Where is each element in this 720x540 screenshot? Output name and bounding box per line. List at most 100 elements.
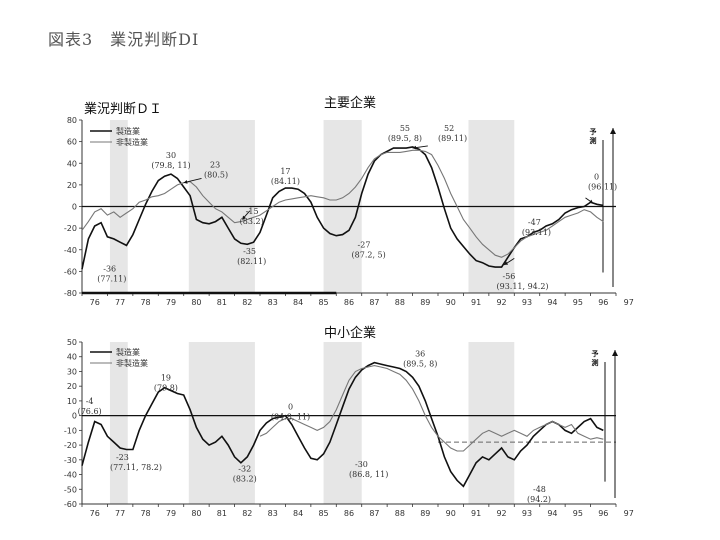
annotation-date: (83.2): [240, 217, 264, 226]
y-tick-label: 30: [67, 367, 77, 376]
y-tick-label: 40: [67, 159, 77, 168]
annotation-date: (77.11, 78.2): [110, 463, 162, 472]
annotation-date: (89.11): [438, 134, 467, 143]
figure-title: 図表3 業況判断DI: [48, 30, 200, 49]
x-tick-label: 89: [420, 298, 430, 307]
forecast-label: 測: [592, 358, 599, 367]
legend-entry: 製造業: [116, 126, 140, 136]
annotation-value: 36: [415, 350, 425, 359]
legend-entry: 製造業: [116, 347, 140, 357]
x-tick-label: 78: [140, 509, 150, 518]
annotation-value: -35: [243, 247, 256, 256]
annotation-value: -56: [502, 272, 515, 281]
series-line-non-manufacturing: [259, 365, 604, 452]
shaded-period: [323, 342, 362, 504]
x-tick-label: 90: [446, 509, 456, 518]
y-tick-label: -20: [64, 441, 77, 450]
shaded-period: [468, 342, 515, 504]
annotation-arrow-head: [589, 199, 594, 204]
annotation-date: (83.2): [233, 475, 257, 484]
x-tick-label: 82: [242, 509, 252, 518]
annotation-date: (89.5, 8): [403, 360, 437, 369]
forecast-label: 測: [590, 136, 597, 145]
x-tick-label: 92: [496, 298, 506, 307]
x-tick-label: 91: [471, 298, 481, 307]
annotation-date: (84.11): [271, 177, 300, 186]
y-tick-label: 20: [67, 382, 77, 391]
annotation-arrow-head: [412, 145, 417, 150]
annotation-arrow-head: [183, 180, 188, 184]
legend-entry: 非製造業: [116, 358, 148, 368]
forecast-label: 予: [592, 350, 599, 358]
annotation-date: (94.2): [527, 495, 551, 504]
y-tick-label: 80: [67, 116, 77, 125]
annotation-date: (89.5, 8): [388, 134, 422, 143]
y-tick-label: -10: [64, 426, 77, 435]
annotation-value: 55: [400, 124, 410, 133]
x-tick-label: 95: [573, 298, 583, 307]
series-line-non-manufacturing: [81, 149, 604, 258]
y-axis-label: 業況判断ＤＩ: [84, 101, 162, 117]
annotation-value: -15: [246, 207, 259, 216]
x-tick-label: 79: [166, 298, 176, 307]
x-tick-label: 77: [115, 509, 125, 518]
forecast-label: 予: [590, 128, 597, 136]
x-tick-label: 87: [369, 298, 379, 307]
annotation-date: (93.11, 94.2): [496, 282, 548, 291]
x-tick-label: 76: [90, 509, 100, 518]
x-tick-label: 97: [624, 298, 634, 307]
x-tick-label: 94: [547, 509, 557, 518]
annotation-value: -48: [533, 485, 546, 494]
annotation-value: 0: [594, 172, 599, 181]
x-tick-label: 88: [395, 298, 405, 307]
annotation-value: -47: [528, 218, 541, 227]
annotation-date: (86.8, 11): [349, 470, 388, 479]
chart-title: 中小企業: [324, 325, 376, 341]
x-tick-label: 92: [496, 509, 506, 518]
x-tick-label: 82: [242, 298, 252, 307]
annotation-value: -23: [116, 453, 129, 462]
x-tick-label: 95: [573, 509, 583, 518]
legend-entry: 非製造業: [116, 137, 148, 147]
x-tick-label: 88: [395, 509, 405, 518]
annotation-date: (80.5): [204, 171, 228, 180]
x-tick-label: 81: [217, 298, 227, 307]
x-tick-label: 83: [268, 509, 278, 518]
x-tick-label: 79: [166, 509, 176, 518]
x-tick-label: 85: [318, 298, 328, 307]
shaded-period: [188, 342, 255, 504]
annotation-value: 30: [166, 151, 176, 160]
y-tick-label: 20: [67, 181, 77, 190]
annotation-value: -32: [238, 465, 251, 474]
x-tick-label: 87: [369, 509, 379, 518]
x-tick-label: 93: [522, 509, 532, 518]
x-tick-label: 77: [115, 298, 125, 307]
x-tick-label: 90: [446, 298, 456, 307]
annotation-value: 23: [210, 161, 220, 170]
annotation-value: -30: [355, 460, 368, 469]
x-tick-label: 85: [318, 509, 328, 518]
annotation-date: (84.8, 11): [271, 413, 310, 422]
annotation-date: (77.11): [97, 274, 126, 283]
annotation-value: 0: [288, 403, 293, 412]
y-tick-label: -30: [64, 456, 77, 465]
annotation-value: 17: [280, 167, 290, 176]
annotation-date: (96.11): [588, 182, 617, 191]
y-tick-label: 0: [72, 412, 77, 421]
x-tick-label: 76: [90, 298, 100, 307]
annotation-value: -27: [358, 241, 371, 250]
forecast-arrow-head: [610, 128, 616, 134]
y-tick-label: 50: [67, 338, 77, 347]
series-line-manufacturing: [81, 361, 604, 488]
x-tick-label: 91: [471, 509, 481, 518]
chart-panel-1: 80 60 40 20 0 -20 -40 -60 -80 76 77 78 79 80 81 82 83 84 8…: [64, 95, 634, 307]
x-tick-label: 81: [217, 509, 227, 518]
x-tick-label: 86: [344, 509, 354, 518]
y-tick-label: -60: [64, 500, 77, 509]
annotation-value: 52: [444, 124, 454, 133]
y-tick-label: -60: [64, 267, 77, 276]
annotation-value: -36: [103, 264, 116, 273]
chart-title: 主要企業: [324, 95, 376, 111]
y-tick-label: -40: [64, 246, 77, 255]
